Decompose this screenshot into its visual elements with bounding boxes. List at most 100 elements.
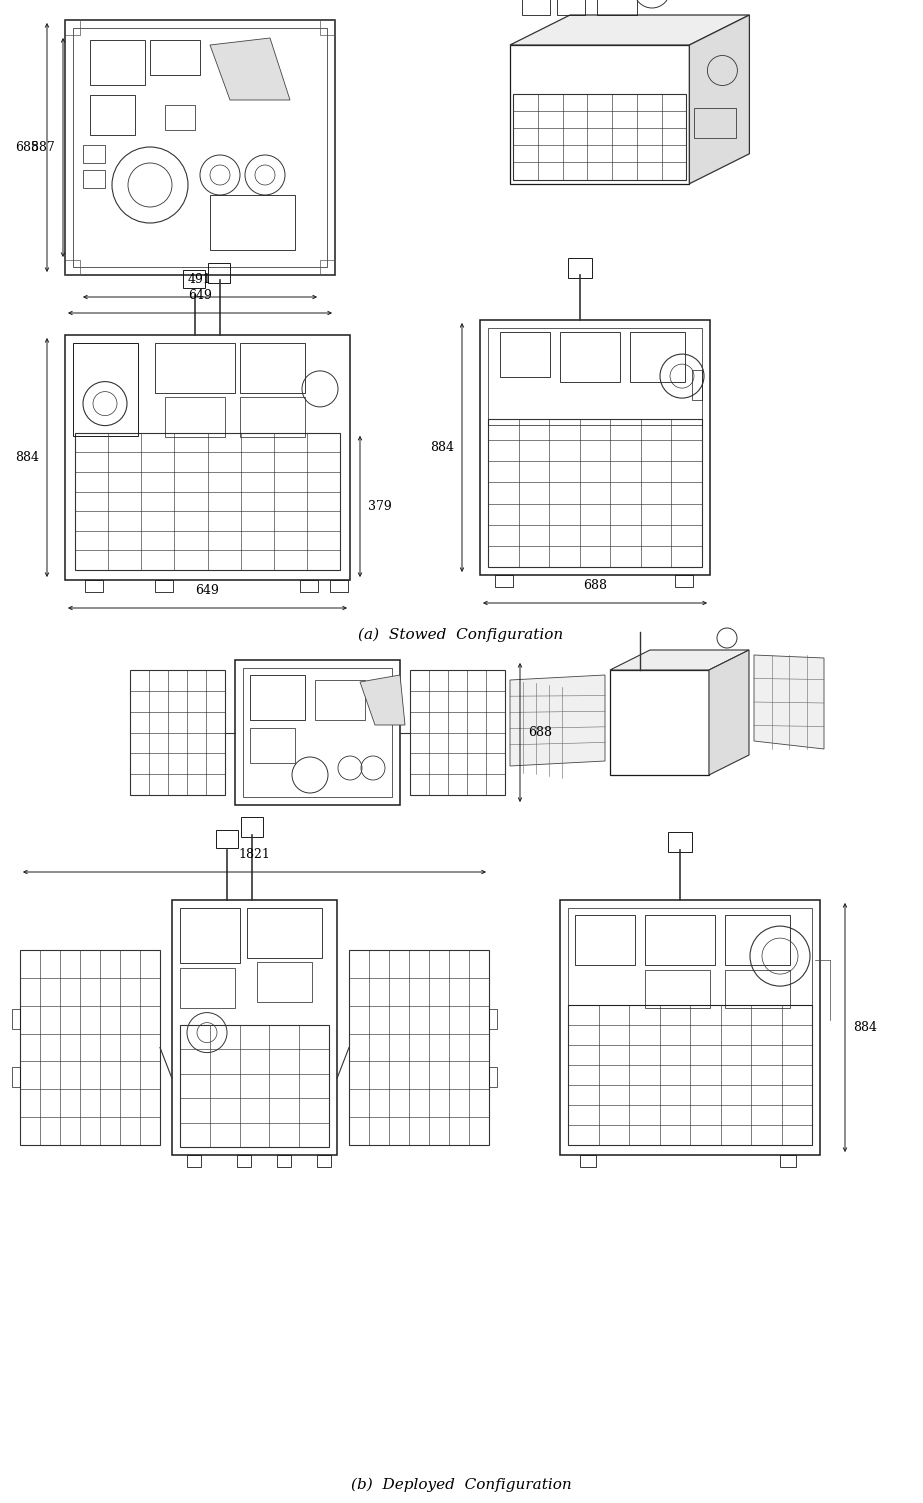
Bar xyxy=(155,343,235,392)
Bar xyxy=(480,320,710,576)
Bar xyxy=(489,1009,497,1028)
Polygon shape xyxy=(689,15,749,183)
Bar xyxy=(645,915,715,965)
Bar xyxy=(180,908,240,963)
Bar xyxy=(12,1009,20,1028)
Polygon shape xyxy=(754,655,824,748)
Text: 688: 688 xyxy=(15,141,39,153)
Bar xyxy=(725,969,790,1009)
Polygon shape xyxy=(709,649,749,776)
Bar xyxy=(183,271,205,289)
Bar xyxy=(560,900,820,1154)
Text: 688: 688 xyxy=(583,579,607,592)
Bar xyxy=(65,20,80,35)
Bar xyxy=(172,900,337,1154)
Bar xyxy=(568,908,812,1006)
Bar xyxy=(250,727,295,764)
Bar xyxy=(240,343,305,392)
Bar xyxy=(65,335,350,580)
Bar xyxy=(510,45,689,183)
Bar xyxy=(216,830,238,848)
Polygon shape xyxy=(210,38,290,101)
Bar xyxy=(317,1154,331,1166)
Text: (b)  Deployed  Configuration: (b) Deployed Configuration xyxy=(351,1477,571,1492)
Bar xyxy=(610,670,709,776)
Bar xyxy=(75,433,340,570)
Bar xyxy=(780,1154,796,1166)
Bar xyxy=(210,195,295,249)
Bar xyxy=(65,260,80,275)
Bar xyxy=(90,41,145,86)
Bar xyxy=(668,833,692,852)
Polygon shape xyxy=(510,15,749,45)
Bar xyxy=(237,1154,251,1166)
Bar xyxy=(513,93,687,179)
Bar xyxy=(247,908,322,957)
Bar xyxy=(85,580,103,592)
Bar xyxy=(725,915,790,965)
Bar xyxy=(630,332,685,382)
Bar xyxy=(65,20,335,275)
Bar xyxy=(330,580,348,592)
Bar xyxy=(208,263,230,283)
Bar xyxy=(180,1025,329,1147)
Text: 379: 379 xyxy=(368,500,391,513)
Bar xyxy=(165,105,195,129)
Bar xyxy=(597,0,637,15)
Bar xyxy=(155,580,173,592)
Text: 587: 587 xyxy=(31,141,55,153)
Bar xyxy=(257,962,312,1003)
Bar xyxy=(300,580,318,592)
Text: 649: 649 xyxy=(188,289,212,302)
Bar xyxy=(675,576,693,588)
Bar xyxy=(165,397,225,437)
Bar xyxy=(277,1154,291,1166)
Bar xyxy=(83,170,105,188)
Bar xyxy=(235,660,400,806)
Bar xyxy=(243,667,392,797)
Bar xyxy=(575,915,635,965)
Text: (a)  Stowed  Configuration: (a) Stowed Configuration xyxy=(358,628,564,642)
Bar xyxy=(83,144,105,162)
Bar xyxy=(73,29,327,268)
Bar xyxy=(522,0,550,15)
Polygon shape xyxy=(360,675,405,724)
Bar xyxy=(495,576,513,588)
Bar xyxy=(250,675,305,720)
Bar xyxy=(410,670,505,795)
Bar xyxy=(320,20,335,35)
Bar xyxy=(694,108,737,137)
Bar xyxy=(130,670,225,795)
Bar xyxy=(568,1004,812,1145)
Bar xyxy=(560,332,620,382)
Bar xyxy=(349,950,489,1145)
Bar xyxy=(645,969,710,1009)
Text: 491: 491 xyxy=(188,274,212,286)
Bar xyxy=(73,343,138,436)
Bar xyxy=(580,1154,596,1166)
Bar xyxy=(12,1067,20,1087)
Bar xyxy=(557,0,585,15)
Text: 884: 884 xyxy=(430,440,454,454)
Bar xyxy=(692,370,702,400)
Bar xyxy=(568,259,592,278)
Text: 688: 688 xyxy=(528,726,552,739)
Bar xyxy=(488,328,702,425)
Bar xyxy=(150,41,200,75)
Polygon shape xyxy=(610,649,749,670)
Bar xyxy=(500,332,550,377)
Polygon shape xyxy=(510,675,605,767)
Bar xyxy=(20,950,160,1145)
Text: 884: 884 xyxy=(15,451,39,464)
Text: 649: 649 xyxy=(196,585,220,597)
Bar xyxy=(320,260,335,275)
Bar xyxy=(187,1154,201,1166)
Bar xyxy=(488,419,702,567)
Bar xyxy=(240,397,305,437)
Text: 1821: 1821 xyxy=(238,848,270,861)
Text: 884: 884 xyxy=(853,1021,877,1034)
Bar xyxy=(489,1067,497,1087)
Bar xyxy=(241,818,263,837)
Bar xyxy=(315,679,365,720)
Bar xyxy=(90,95,135,135)
